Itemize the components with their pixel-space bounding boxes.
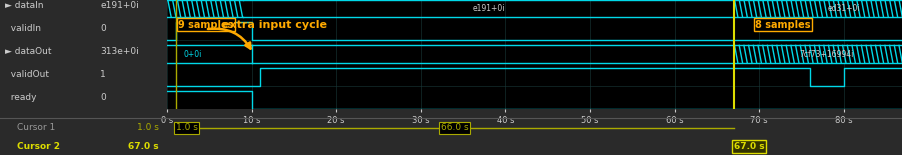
Text: validIn: validIn	[5, 24, 41, 33]
Text: e191+0i: e191+0i	[472, 4, 504, 13]
Text: 0: 0	[100, 24, 106, 33]
Text: Cursor 1: Cursor 1	[16, 123, 55, 132]
Text: 67.0 s: 67.0 s	[128, 142, 159, 151]
Text: ► dataIn: ► dataIn	[5, 1, 43, 10]
Text: 1.0 s: 1.0 s	[137, 123, 159, 132]
Text: 7cf73+16994i: 7cf73+16994i	[799, 49, 853, 59]
Text: Cursor 2: Cursor 2	[16, 142, 60, 151]
Text: 66.0 s: 66.0 s	[440, 123, 468, 132]
Text: 0: 0	[100, 93, 106, 102]
Text: ed31+0i: ed31+0i	[826, 4, 859, 13]
Text: e191+0i: e191+0i	[100, 1, 139, 10]
Text: ready: ready	[5, 93, 36, 102]
Text: 1.0 s: 1.0 s	[175, 123, 198, 132]
Text: 67.0 s: 67.0 s	[733, 142, 764, 151]
Text: 8 samples: 8 samples	[754, 20, 810, 30]
Text: 9 samples: 9 samples	[178, 20, 234, 30]
Text: ► dataOut: ► dataOut	[5, 47, 51, 56]
Text: extra input cycle: extra input cycle	[222, 20, 327, 30]
Text: 0+0i: 0+0i	[184, 49, 202, 59]
Text: 1: 1	[100, 70, 106, 79]
Text: 313e+0i: 313e+0i	[100, 47, 139, 56]
Text: validOut: validOut	[5, 70, 49, 79]
